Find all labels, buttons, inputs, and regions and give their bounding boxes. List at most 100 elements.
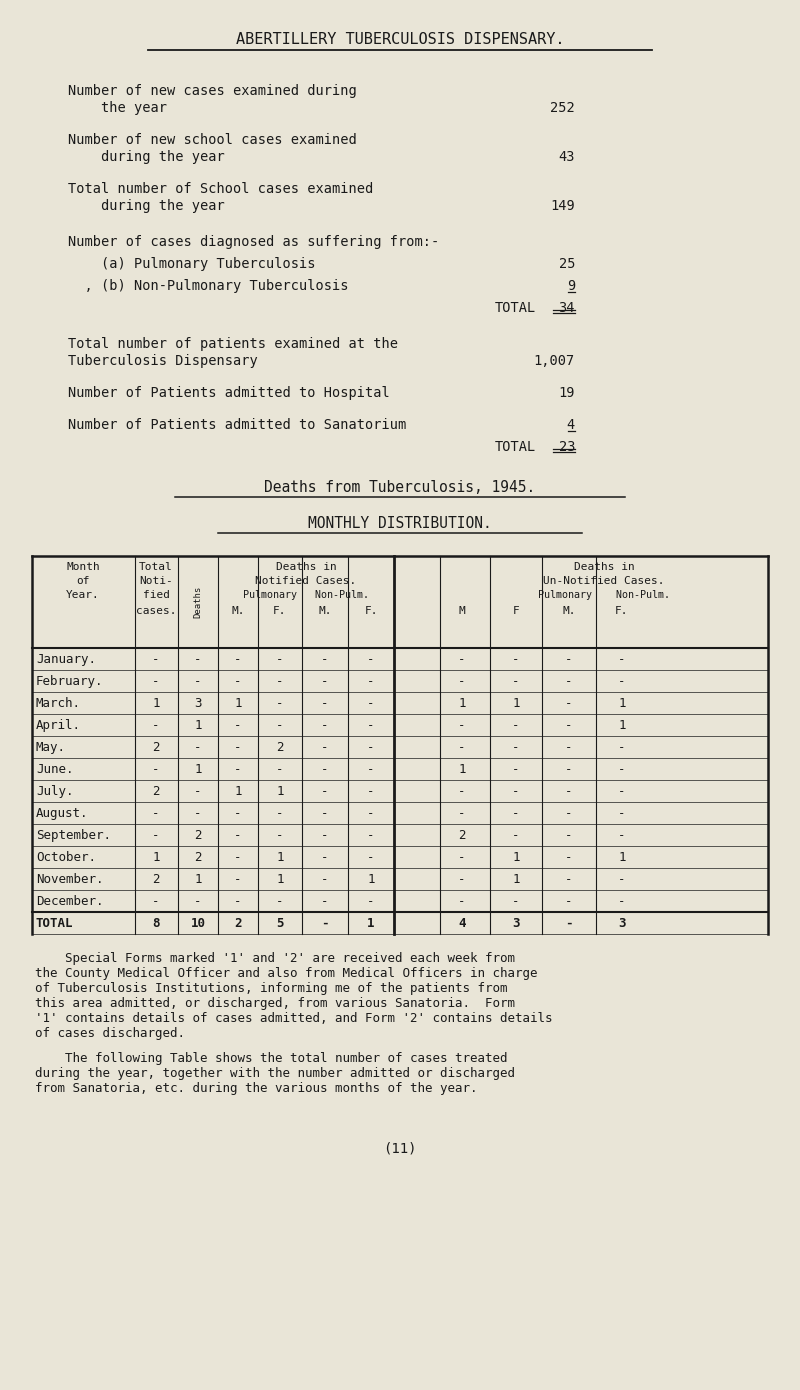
Text: 19: 19 <box>558 386 575 400</box>
Text: -: - <box>322 895 329 908</box>
Text: 2: 2 <box>234 917 242 930</box>
Text: The following Table shows the total number of cases treated: The following Table shows the total numb… <box>35 1052 507 1065</box>
Text: -: - <box>322 696 329 710</box>
Text: Number of Patients admitted to Hospital: Number of Patients admitted to Hospital <box>68 386 390 400</box>
Text: -: - <box>276 763 284 776</box>
Text: Number of new school cases examined: Number of new school cases examined <box>68 133 357 147</box>
Text: -: - <box>276 895 284 908</box>
Text: -: - <box>512 741 520 753</box>
Text: of cases discharged.: of cases discharged. <box>35 1027 185 1040</box>
Text: -: - <box>194 895 202 908</box>
Text: -: - <box>566 741 573 753</box>
Text: '1' contains details of cases admitted, and Form '2' contains details: '1' contains details of cases admitted, … <box>35 1012 553 1024</box>
Text: -: - <box>618 676 626 688</box>
Text: Pulmonary    Non-Pulm.: Pulmonary Non-Pulm. <box>538 589 670 600</box>
Text: TOTAL: TOTAL <box>495 302 536 316</box>
Text: -: - <box>234 676 242 688</box>
Text: 2: 2 <box>194 828 202 842</box>
Text: November.: November. <box>36 873 103 885</box>
Text: -: - <box>512 808 520 820</box>
Text: -: - <box>276 676 284 688</box>
Text: Number of cases diagnosed as suffering from:-: Number of cases diagnosed as suffering f… <box>68 235 439 249</box>
Text: -: - <box>234 763 242 776</box>
Text: -: - <box>367 653 374 666</box>
Text: F.: F. <box>615 606 629 616</box>
Text: 34: 34 <box>558 302 575 316</box>
Text: 1: 1 <box>194 719 202 733</box>
Text: 1: 1 <box>194 873 202 885</box>
Text: -: - <box>234 873 242 885</box>
Text: -: - <box>152 719 160 733</box>
Text: (a) Pulmonary Tuberculosis: (a) Pulmonary Tuberculosis <box>68 257 315 271</box>
Text: -: - <box>152 808 160 820</box>
Text: -: - <box>322 719 329 733</box>
Text: 2: 2 <box>276 741 284 753</box>
Text: Number of Patients admitted to Sanatorium: Number of Patients admitted to Sanatoriu… <box>68 418 406 432</box>
Text: -: - <box>322 763 329 776</box>
Text: 9: 9 <box>566 279 575 293</box>
Text: -: - <box>618 785 626 798</box>
Text: 23: 23 <box>558 441 575 455</box>
Text: -: - <box>566 873 573 885</box>
Text: 5: 5 <box>276 917 284 930</box>
Text: cases.: cases. <box>136 606 176 616</box>
Text: M.: M. <box>562 606 576 616</box>
Text: -: - <box>276 696 284 710</box>
Text: 43: 43 <box>558 150 575 164</box>
Text: -: - <box>618 828 626 842</box>
Text: 4: 4 <box>458 917 466 930</box>
Text: -: - <box>367 828 374 842</box>
Text: Special Forms marked '1' and '2' are received each week from: Special Forms marked '1' and '2' are rec… <box>35 952 515 965</box>
Text: the year: the year <box>68 101 167 115</box>
Text: -: - <box>566 719 573 733</box>
Text: -: - <box>512 676 520 688</box>
Text: Total number of School cases examined: Total number of School cases examined <box>68 182 374 196</box>
Text: -: - <box>322 741 329 753</box>
Text: this area admitted, or discharged, from various Sanatoria.  Form: this area admitted, or discharged, from … <box>35 997 515 1011</box>
Text: -: - <box>458 741 466 753</box>
Text: 252: 252 <box>550 101 575 115</box>
Text: February.: February. <box>36 676 103 688</box>
Text: of Tuberculosis Institutions, informing me of the patients from: of Tuberculosis Institutions, informing … <box>35 981 507 995</box>
Text: 1: 1 <box>276 851 284 865</box>
Text: 2: 2 <box>152 741 160 753</box>
Text: -: - <box>618 653 626 666</box>
Text: 2: 2 <box>194 851 202 865</box>
Text: April.: April. <box>36 719 81 733</box>
Text: -: - <box>152 763 160 776</box>
Text: -: - <box>322 873 329 885</box>
Text: -: - <box>194 808 202 820</box>
Text: of: of <box>76 575 90 587</box>
Text: -: - <box>566 785 573 798</box>
Text: -: - <box>234 828 242 842</box>
Text: Total number of patients examined at the: Total number of patients examined at the <box>68 336 398 352</box>
Text: the County Medical Officer and also from Medical Officers in charge: the County Medical Officer and also from… <box>35 967 538 980</box>
Text: 149: 149 <box>550 199 575 213</box>
Text: -: - <box>566 895 573 908</box>
Text: -: - <box>152 828 160 842</box>
Text: -: - <box>566 828 573 842</box>
Text: -: - <box>322 808 329 820</box>
Text: -: - <box>458 719 466 733</box>
Text: 25: 25 <box>558 257 575 271</box>
Text: 2: 2 <box>152 873 160 885</box>
Text: -: - <box>512 828 520 842</box>
Text: -: - <box>618 895 626 908</box>
Text: March.: March. <box>36 696 81 710</box>
Text: -: - <box>322 653 329 666</box>
Text: -: - <box>618 763 626 776</box>
Text: from Sanatoria, etc. during the various months of the year.: from Sanatoria, etc. during the various … <box>35 1081 478 1095</box>
Text: 2: 2 <box>152 785 160 798</box>
Text: -: - <box>322 828 329 842</box>
Text: during the year: during the year <box>68 150 225 164</box>
Text: -: - <box>512 653 520 666</box>
Text: September.: September. <box>36 828 111 842</box>
Text: -: - <box>566 676 573 688</box>
Text: during the year: during the year <box>68 199 225 213</box>
Text: 1: 1 <box>458 763 466 776</box>
Text: January.: January. <box>36 653 96 666</box>
Text: -: - <box>276 828 284 842</box>
Text: 1: 1 <box>618 696 626 710</box>
Text: -: - <box>276 653 284 666</box>
Text: Number of new cases examined during: Number of new cases examined during <box>68 83 357 99</box>
